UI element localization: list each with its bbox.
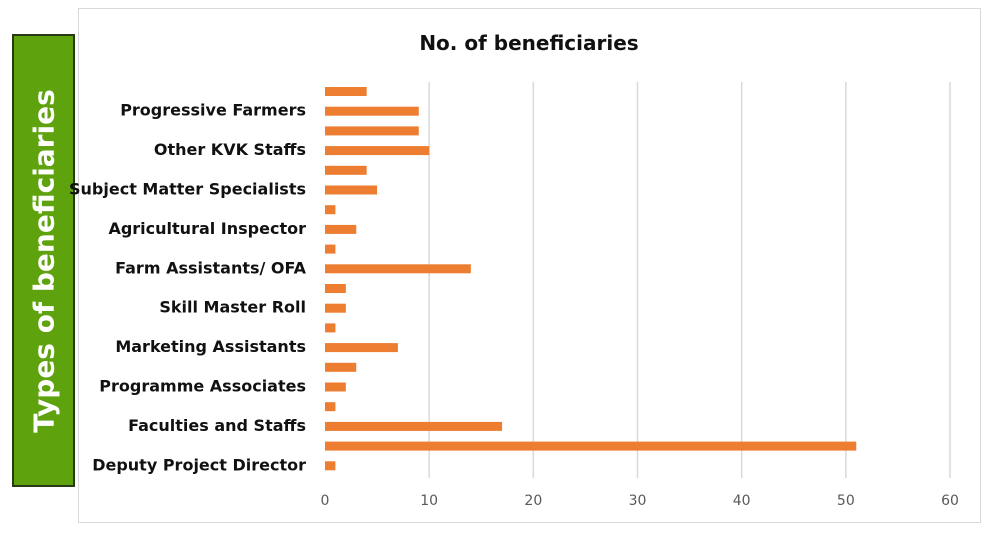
bars bbox=[325, 87, 857, 471]
bar-17 bbox=[325, 421, 503, 431]
x-tick-label-0: 0 bbox=[321, 493, 330, 509]
x-tick-label-1: 10 bbox=[420, 493, 438, 509]
bar-18 bbox=[325, 441, 857, 451]
category-label-4: Farm Assistants/ OFA bbox=[115, 258, 306, 277]
bar-2 bbox=[325, 126, 419, 136]
y-axis-title-banner: Types of beneficiaries bbox=[12, 34, 75, 487]
bar-11 bbox=[325, 303, 346, 313]
x-tick-label-2: 20 bbox=[524, 493, 542, 509]
bar-6 bbox=[325, 205, 336, 215]
bar-1 bbox=[325, 106, 419, 116]
category-label-6: Marketing Assistants bbox=[115, 337, 306, 356]
category-label-8: Faculties and Staffs bbox=[128, 416, 306, 435]
chart-area bbox=[78, 8, 981, 523]
x-tick-labels: 0 10 20 30 40 50 60 bbox=[321, 493, 959, 509]
bar-13 bbox=[325, 343, 398, 353]
category-label-1: Other KVK Staffs bbox=[154, 140, 306, 159]
x-tick-label-6: 60 bbox=[941, 493, 959, 509]
bar-16 bbox=[325, 402, 336, 412]
bar-3 bbox=[325, 146, 430, 156]
x-tick-label-5: 50 bbox=[837, 493, 855, 509]
chart-title: No. of beneficiaries bbox=[419, 31, 638, 55]
gridlines bbox=[428, 82, 951, 478]
bar-9 bbox=[325, 264, 471, 274]
bar-4 bbox=[325, 165, 367, 175]
category-label-2: Subject Matter Specialists bbox=[69, 180, 306, 199]
bar-8 bbox=[325, 244, 336, 254]
x-tick-label-4: 40 bbox=[733, 493, 751, 509]
category-label-0: Progressive Farmers bbox=[120, 101, 306, 120]
bar-7 bbox=[325, 224, 357, 234]
category-label-9: Deputy Project Director bbox=[92, 455, 306, 474]
bar-12 bbox=[325, 323, 336, 333]
category-label-7: Programme Associates bbox=[99, 377, 306, 396]
category-labels: Progressive Farmers Other KVK Staffs Subje… bbox=[69, 101, 307, 475]
category-label-3: Agricultural Inspector bbox=[108, 219, 306, 238]
x-tick-label-3: 30 bbox=[629, 493, 647, 509]
bar-14 bbox=[325, 362, 357, 372]
bar-10 bbox=[325, 284, 346, 293]
bar-19 bbox=[325, 461, 336, 471]
bar-0 bbox=[325, 87, 367, 96]
bar-15 bbox=[325, 382, 346, 392]
bar-5 bbox=[325, 185, 378, 195]
category-label-5: Skill Master Roll bbox=[159, 298, 306, 317]
